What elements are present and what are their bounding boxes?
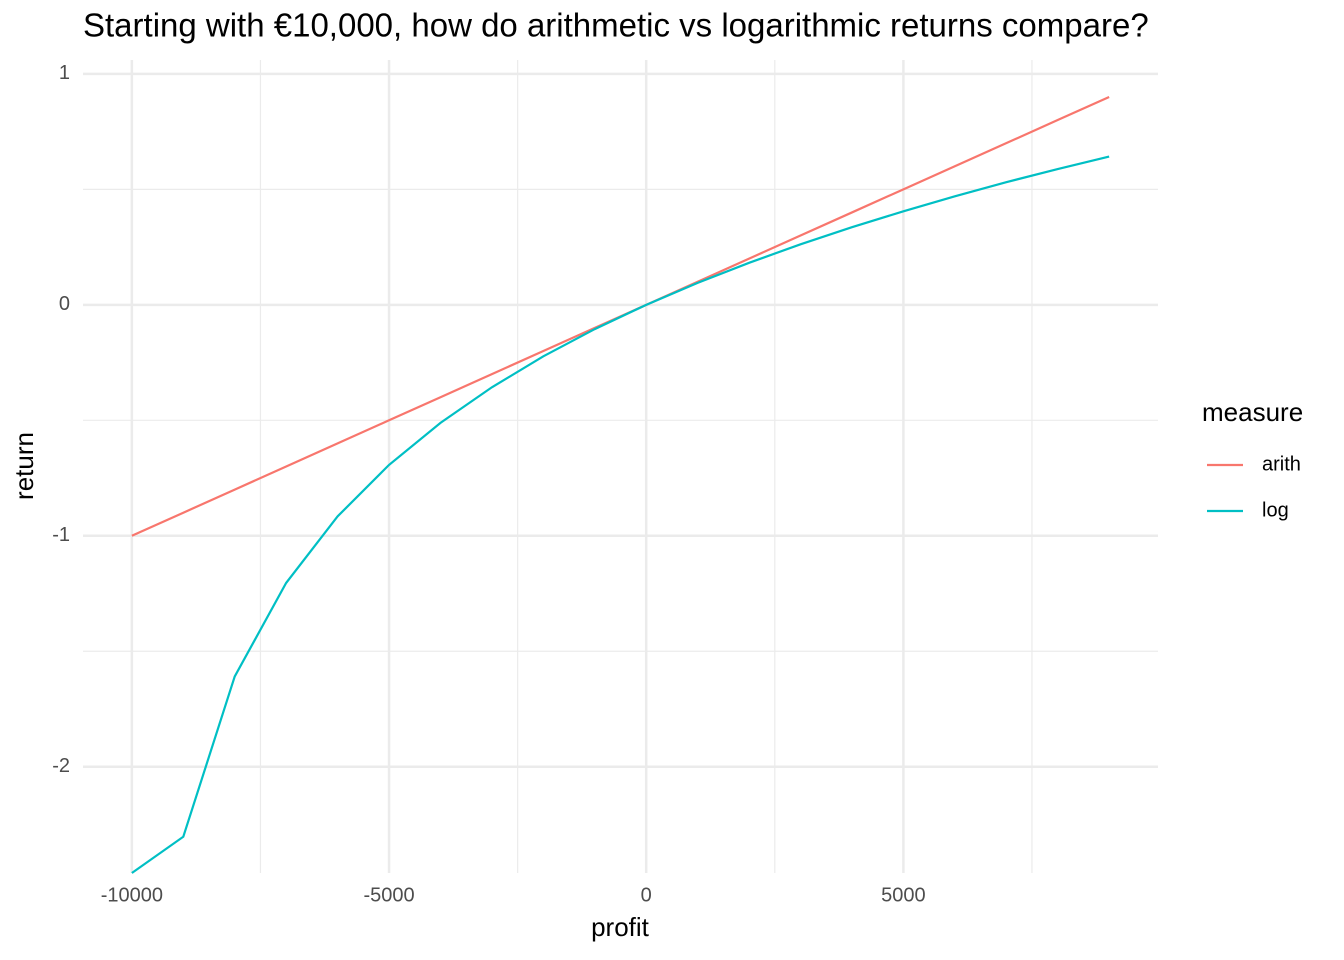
legend-title: measure xyxy=(1202,397,1303,427)
x-tick-label: -5000 xyxy=(363,884,414,906)
line-series xyxy=(131,155,1110,874)
y-axis-title: return xyxy=(9,432,39,500)
y-tick-label: 0 xyxy=(59,293,70,315)
y-tick-label: 1 xyxy=(59,62,70,84)
legend-label: log xyxy=(1262,499,1289,521)
x-axis-title: profit xyxy=(591,912,650,942)
x-tick-label: -10000 xyxy=(101,884,163,906)
legend-label: arith xyxy=(1262,453,1301,475)
x-tick-label: 5000 xyxy=(881,884,926,906)
x-tick-label: 0 xyxy=(641,884,652,906)
y-tick-label: -2 xyxy=(52,755,70,777)
chart-title: Starting with €10,000, how do arithmetic… xyxy=(83,7,1149,44)
y-tick-label: -1 xyxy=(52,524,70,546)
